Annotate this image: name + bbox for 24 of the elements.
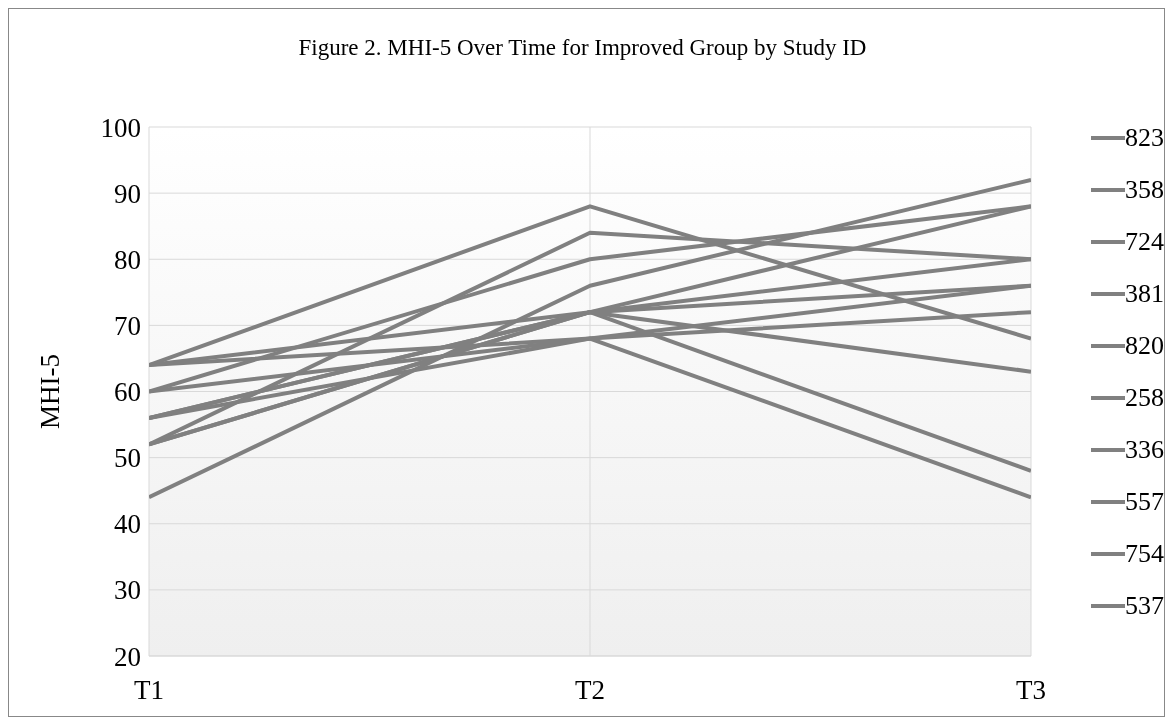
y-tick-label: 80 — [114, 244, 141, 275]
legend-label: 724 — [1125, 227, 1164, 257]
legend-label: 381 — [1125, 279, 1164, 309]
legend-label: 358 — [1125, 175, 1164, 205]
legend-label: 336 — [1125, 435, 1164, 465]
y-tick-label: 90 — [114, 178, 141, 209]
x-tick-label: T2 — [575, 675, 605, 706]
legend-label: 823 — [1125, 123, 1164, 153]
y-tick-label: 100 — [100, 112, 141, 143]
y-axis-title: MHI-5 — [34, 354, 65, 429]
legend-label: 820 — [1125, 331, 1164, 361]
legend-label: 557 — [1125, 487, 1164, 517]
y-tick-label: 70 — [114, 310, 141, 341]
y-tick-label: 40 — [114, 509, 141, 540]
y-tick-label: 50 — [114, 443, 141, 474]
x-tick-label: T1 — [134, 675, 164, 706]
y-tick-label: 30 — [114, 575, 141, 606]
y-tick-label: 20 — [114, 641, 141, 672]
x-tick-label: T3 — [1016, 675, 1046, 706]
legend-label: 258 — [1125, 383, 1164, 413]
legend-label: 537 — [1125, 591, 1164, 621]
y-tick-label: 60 — [114, 377, 141, 408]
chart-title: Figure 2. MHI-5 Over Time for Improved Group by Study ID — [297, 35, 868, 61]
legend-label: 754 — [1125, 539, 1164, 569]
